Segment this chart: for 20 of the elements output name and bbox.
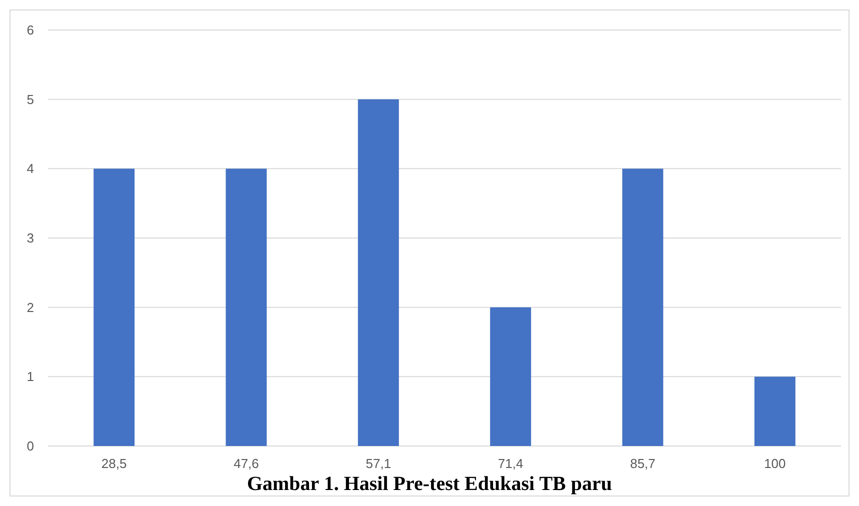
bar <box>622 168 664 446</box>
y-tick-label: 4 <box>26 161 34 176</box>
x-tick-label: 28,5 <box>101 456 127 471</box>
bar <box>226 168 267 446</box>
x-tick-label: 85,7 <box>630 456 656 471</box>
y-tick-label: 2 <box>26 300 34 315</box>
bar <box>94 168 135 446</box>
y-tick-label: 1 <box>26 369 34 384</box>
x-tick-label: 100 <box>764 456 786 471</box>
y-tick-label: 3 <box>26 230 34 246</box>
bar <box>490 307 532 446</box>
x-tick-label: 47,6 <box>234 456 259 471</box>
x-tick-label: 71,4 <box>498 456 524 471</box>
text: Gambar 1. Hasil Pre-test Edukasi TB paru <box>246 473 612 495</box>
y-tick-label: 5 <box>26 92 34 107</box>
y-tick-label: 6 <box>26 22 34 38</box>
bar <box>754 376 796 446</box>
y-tick-label: 0 <box>26 438 34 454</box>
x-tick-label: 57,1 <box>366 456 392 471</box>
bar <box>358 99 399 446</box>
